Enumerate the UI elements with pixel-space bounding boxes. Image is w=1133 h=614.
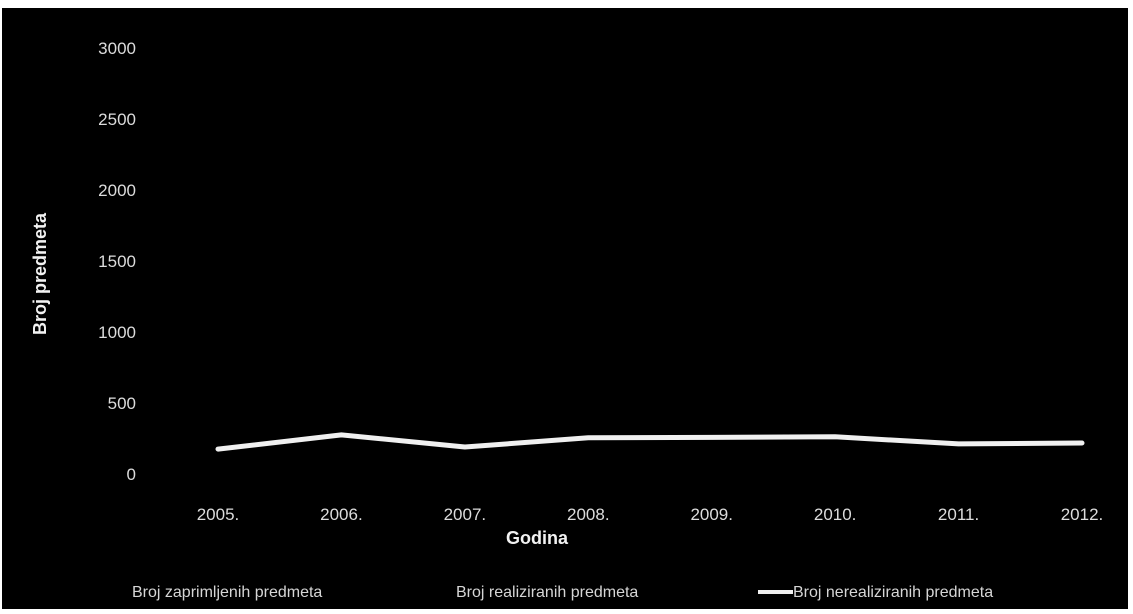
y-tick-label: 2500 [98,110,136,129]
data-point [833,434,838,439]
data-point [709,435,714,440]
y-tick-label: 3000 [98,39,136,58]
legend-label-realizirani: Broj realiziranih predmeta [456,584,638,601]
data-point [339,432,344,437]
data-point [586,435,591,440]
x-tick-label: 2010. [814,505,857,524]
data-point [956,441,961,446]
legend-label-nerealizirani: Broj nerealiziranih predmeta [793,584,993,601]
chart-area: 3000 2500 2000 1500 1000 500 0 2005. 2006. 2007.… [2,8,1128,609]
data-point [462,445,467,450]
y-axis-ticks: 3000 2500 2000 1500 1000 500 0 [98,39,136,484]
x-axis-ticks: 2005. 2006. 2007. 2008. 2009. 2010. 2011. 2012. [197,505,1104,524]
legend: Broj zaprimljenih predmeta Broj realizir… [132,584,993,601]
x-tick-label: 2005. [197,505,240,524]
y-axis-title: Broj predmeta [30,212,50,335]
x-axis-title: Godina [506,528,569,548]
y-tick-label: 1500 [98,252,136,271]
series-layer [215,432,1085,452]
y-tick-label: 2000 [98,181,136,200]
x-tick-label: 2008. [567,505,610,524]
series-line-2 [215,432,1085,452]
x-tick-label: 2006. [320,505,363,524]
y-tick-label: 0 [127,465,136,484]
y-tick-label: 1000 [98,323,136,342]
legend-label-zaprimljeni: Broj zaprimljenih predmeta [132,584,322,601]
x-tick-label: 2012. [1061,505,1104,524]
x-tick-label: 2011. [938,505,979,524]
line-chart: 3000 2500 2000 1500 1000 500 0 2005. 2006. 2007.… [30,39,1104,601]
x-tick-label: 2009. [690,505,733,524]
x-tick-label: 2007. [444,505,487,524]
y-tick-label: 500 [108,394,136,413]
data-point [1080,441,1084,446]
data-point [216,447,220,452]
